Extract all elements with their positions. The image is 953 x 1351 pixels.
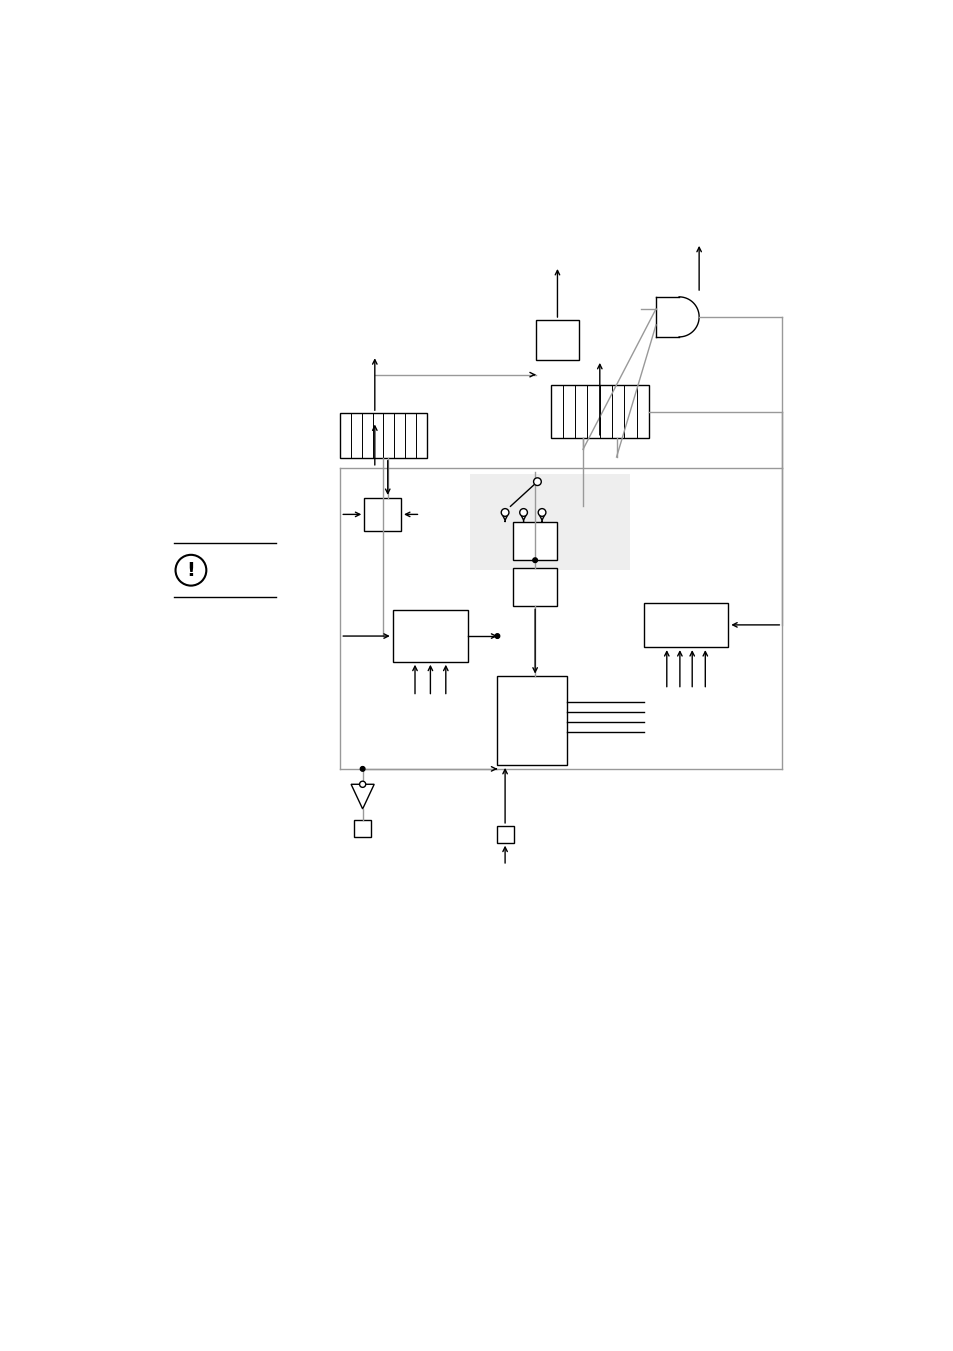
Bar <box>364 497 400 531</box>
Bar <box>393 611 468 662</box>
Bar <box>354 820 371 838</box>
Bar <box>470 474 629 570</box>
Circle shape <box>533 478 540 485</box>
Circle shape <box>175 555 206 585</box>
Circle shape <box>495 634 499 639</box>
Circle shape <box>360 766 365 771</box>
Circle shape <box>359 781 365 788</box>
Bar <box>497 677 566 765</box>
Circle shape <box>533 558 537 562</box>
Bar <box>513 521 557 561</box>
Circle shape <box>500 508 508 516</box>
Text: !: ! <box>186 561 195 580</box>
Bar <box>550 385 648 438</box>
Bar <box>536 320 578 359</box>
Bar <box>643 603 728 647</box>
Circle shape <box>519 508 527 516</box>
Bar <box>513 567 557 607</box>
Bar <box>340 413 426 458</box>
Circle shape <box>537 508 545 516</box>
Bar <box>497 825 513 843</box>
